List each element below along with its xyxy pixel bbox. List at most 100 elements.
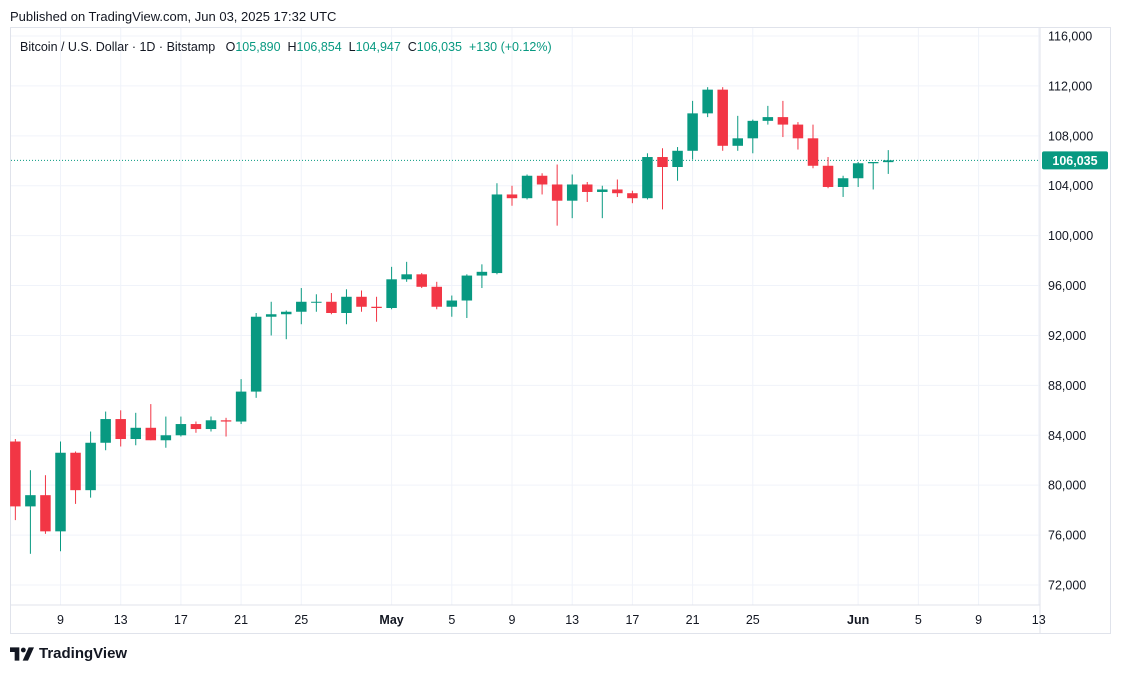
x-tick-label: 5 (448, 613, 455, 627)
high-label: H (287, 40, 297, 54)
candle-body (762, 117, 774, 121)
candle-body (175, 424, 187, 436)
x-tick-label: 21 (686, 613, 700, 627)
candle-body (416, 274, 427, 287)
y-tick-label: 92,000 (1048, 329, 1086, 343)
candle-body (356, 296, 367, 307)
candle-body (401, 274, 412, 280)
candle-body (461, 275, 473, 301)
candle-body (702, 89, 713, 114)
candle-body (431, 286, 442, 307)
candle-body (491, 194, 503, 274)
candle-body (792, 124, 804, 139)
brand-footer[interactable]: TradingView (10, 645, 127, 662)
candle-body (642, 157, 653, 199)
y-tick-label: 80,000 (1048, 479, 1086, 493)
y-tick-label: 104,000 (1048, 179, 1093, 193)
x-tick-label: 25 (746, 613, 760, 627)
candle-body (687, 113, 698, 151)
y-tick-label: 88,000 (1048, 379, 1086, 393)
candle-body (446, 300, 458, 307)
change-value: +130 (+0.12%) (468, 40, 552, 54)
x-tick-label: 5 (915, 613, 922, 627)
candle-body (311, 301, 322, 303)
x-tick-label: 17 (174, 613, 188, 627)
candle-body (717, 89, 728, 146)
brand-name: TradingView (39, 645, 128, 662)
candle-body (657, 157, 668, 168)
y-tick-label: 72,000 (1048, 579, 1086, 593)
y-tick-label: 112,000 (1048, 79, 1092, 93)
candle-body (476, 271, 488, 276)
candle-body (160, 435, 172, 441)
x-tick-label: 13 (114, 613, 128, 627)
candle-body (506, 194, 518, 199)
candle-body (732, 138, 743, 146)
candle-body (220, 420, 232, 422)
candle-body (883, 160, 894, 163)
x-tick-label: 13 (1032, 613, 1046, 627)
candle-body (807, 138, 819, 166)
candle-body (566, 184, 578, 201)
open-value: 105,890 (235, 40, 281, 54)
last-price-label: 106,035 (1052, 154, 1097, 168)
candle-body (281, 311, 292, 315)
x-tick-label: 13 (565, 613, 579, 627)
candle-body (551, 184, 563, 201)
low-value: 104,947 (355, 40, 401, 54)
y-tick-label: 84,000 (1048, 429, 1086, 443)
candle-body (612, 189, 623, 194)
x-tick-label: 9 (57, 613, 64, 627)
candle-body (386, 279, 397, 309)
x-tick-label: 9 (975, 613, 982, 627)
candle-body (265, 314, 277, 317)
published-caption: Published on TradingView.com, Jun 03, 20… (10, 9, 337, 24)
candle-body (536, 175, 548, 185)
candle-body (235, 391, 247, 422)
tradingview-logo-icon (10, 646, 34, 661)
candle-body (250, 316, 262, 392)
candle-body (521, 175, 533, 199)
x-tick-label: 17 (625, 613, 639, 627)
candle-body (190, 424, 202, 430)
candle-body (867, 162, 879, 164)
close-value: 106,035 (416, 40, 462, 54)
high-value: 106,854 (296, 40, 342, 54)
y-tick-label: 96,000 (1048, 279, 1086, 293)
candle-body (341, 296, 352, 313)
candle-body (100, 419, 111, 443)
candle-body (371, 306, 382, 309)
candle-body (777, 117, 789, 125)
candle-body (40, 495, 51, 532)
y-tick-label: 100,000 (1048, 229, 1093, 243)
candle-body (115, 419, 126, 440)
candle-body (747, 120, 759, 139)
last-price-tag (1042, 151, 1108, 170)
x-tick-label: 9 (509, 613, 516, 627)
chart-frame[interactable] (10, 27, 1111, 634)
y-tick-label: 76,000 (1048, 529, 1086, 543)
candle-body (672, 150, 683, 168)
x-tick-label: 25 (294, 613, 308, 627)
candle-body (852, 163, 864, 179)
candle-body (296, 301, 307, 312)
close-label: C (407, 40, 417, 54)
x-tick-label: May (379, 613, 403, 627)
candle-body (25, 495, 36, 507)
y-tick-label: 108,000 (1048, 129, 1093, 143)
candle-body (837, 178, 849, 187)
candle-body (205, 420, 217, 430)
ohlc-legend: Bitcoin / U.S. Dollar · 1D · Bitstamp O1… (20, 40, 552, 54)
candle-body (10, 441, 21, 507)
candle-body (130, 427, 141, 440)
candle-body (85, 442, 96, 491)
candle-body (145, 427, 157, 441)
symbol-title: Bitcoin / U.S. Dollar · 1D · Bitstamp (20, 40, 216, 54)
open-label: O (225, 40, 236, 54)
x-tick-label: 21 (234, 613, 248, 627)
y-tick-label: 116,000 (1048, 30, 1092, 44)
candle-body (70, 452, 81, 491)
candle-body (55, 452, 66, 532)
x-tick-label: Jun (847, 613, 869, 627)
